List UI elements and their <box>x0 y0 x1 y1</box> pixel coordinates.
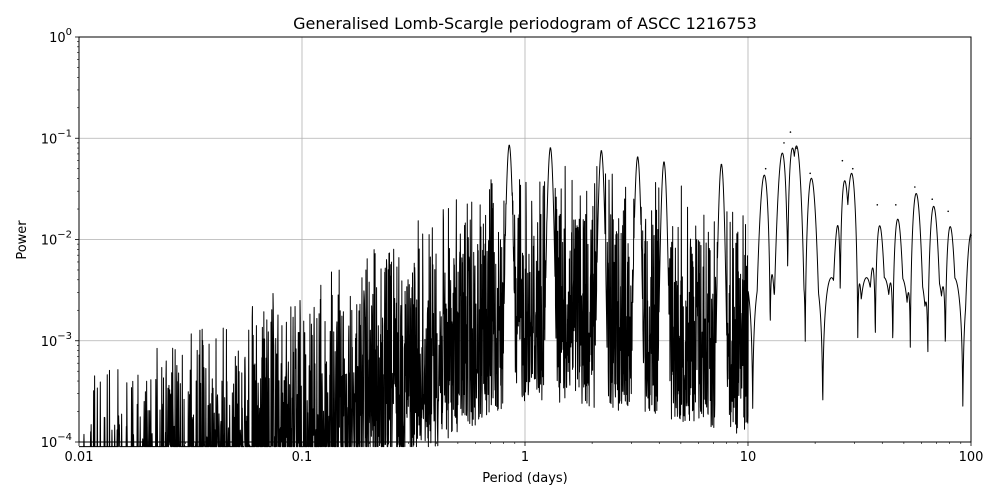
chart-title: Generalised Lomb-Scargle periodogram of … <box>293 14 757 33</box>
peak-point <box>549 147 552 149</box>
peak-point <box>851 167 854 170</box>
peak-point <box>947 210 949 213</box>
peak-point <box>894 204 897 206</box>
peak-point <box>789 131 792 133</box>
y-axis-label: Power <box>15 220 30 260</box>
x-tick-label: 1 <box>521 450 529 465</box>
peak-point <box>876 204 879 206</box>
peak-point <box>720 163 723 166</box>
peak-point <box>809 172 811 175</box>
x-tick-label: 0.1 <box>292 450 313 465</box>
x-tick-label: 10 <box>740 450 757 465</box>
x-tick-label: 0.01 <box>65 450 94 465</box>
periodogram-line <box>78 144 972 448</box>
peak-point <box>783 142 785 144</box>
x-axis-label: Period (days) <box>482 471 568 486</box>
peak-point <box>795 147 798 149</box>
peak-point <box>931 198 934 201</box>
peak-point <box>841 159 844 162</box>
peak-point <box>508 144 511 147</box>
peak-point <box>914 186 916 188</box>
peak-point <box>600 150 603 152</box>
peak-point <box>663 161 665 164</box>
peak-point <box>636 156 639 158</box>
x-axis: 0.01 0.1 1 10 100 <box>65 442 984 465</box>
x-tick-label: 100 <box>959 450 984 465</box>
peak-point <box>764 167 767 170</box>
